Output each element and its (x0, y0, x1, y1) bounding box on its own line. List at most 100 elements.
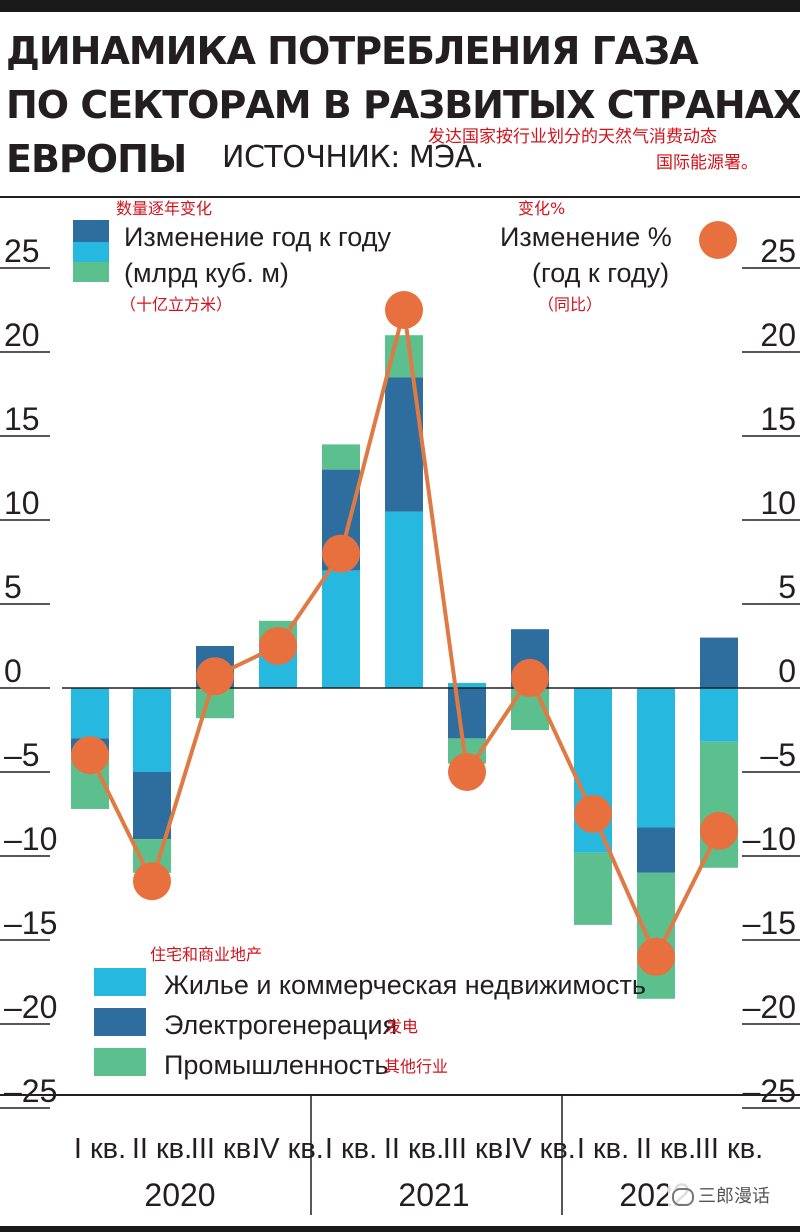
percent-change-point (385, 291, 423, 329)
watermark: 三郎漫话 (668, 1180, 774, 1210)
title-translation-line-1: 发达国家按行业划分的天然气消费动态 (428, 127, 717, 147)
y-tick-label-right: 5 (778, 569, 796, 605)
y-tick-label-left: 15 (4, 401, 40, 437)
legend-change: 数量逐年变化 Изменение год к году (млрд куб. м… (73, 199, 391, 314)
percent-change-point (448, 753, 486, 791)
bar-group (71, 335, 738, 999)
bar-segment-residential (133, 688, 171, 772)
bar-segment-power (700, 637, 738, 688)
legend-residential-swatch (94, 968, 146, 996)
legend-pct: 变化% Изменение % (год к году) （同比） (500, 199, 737, 314)
x-tick-label: III кв. (191, 1133, 259, 1165)
source-note: ИСТОЧНИК: МЭА. (222, 140, 484, 175)
year-label: 2020 (144, 1177, 215, 1213)
y-tick-label-right: 10 (760, 485, 796, 521)
x-tick-label: III кв. (695, 1133, 763, 1165)
chart-title-line-3: ЕВРОПЫ (6, 137, 187, 181)
legend-sectors: 住宅和商业地产 Жилье и коммерческая недвижимост… (94, 945, 646, 1080)
percent-change-point (196, 657, 234, 696)
y-axis-right: 25 20 15 10 5 0 –5 –10 –15 –20 –25 (742, 233, 800, 1109)
legend-swatch-power (73, 220, 109, 242)
x-tick-label: I кв. (325, 1133, 377, 1165)
x-tick-label: I кв. (577, 1133, 629, 1165)
chart-title-line-1: ДИНАМИКА ПОТРЕБЛЕНИЯ ГАЗА (6, 29, 699, 73)
y-tick-label-right: 20 (760, 317, 796, 353)
percent-change-point (637, 937, 675, 976)
percent-change-point (71, 736, 109, 775)
bottom-border (0, 1226, 800, 1232)
legend-industry-cn: 其他行业 (384, 1057, 448, 1076)
legend-change-unit-cn: （十亿立方米） (120, 295, 232, 314)
y-tick-label-right: –15 (743, 905, 796, 941)
bar-segment-power (448, 688, 486, 739)
percent-change-point (574, 795, 612, 833)
y-tick-label-left: –10 (4, 821, 57, 857)
bar-segment-residential (322, 570, 360, 688)
y-tick-label-left: 0 (4, 653, 22, 689)
top-border (0, 0, 800, 12)
legend-industry-swatch (94, 1048, 146, 1076)
y-tick-label-right: 25 (760, 233, 796, 269)
chat-bubble-icon (672, 1188, 694, 1206)
y-tick-label-right: –10 (743, 821, 796, 857)
bar-segment-power (133, 772, 171, 840)
percent-change-point (259, 627, 297, 665)
legend-pct-cn: 变化% (518, 199, 565, 218)
percent-change-line (71, 291, 738, 976)
legend-change-unit: (млрд куб. м) (124, 258, 289, 288)
watermark-text: 三郎漫话 (698, 1186, 770, 1207)
title-translation-line-2: 国际能源署。 (656, 153, 758, 173)
y-tick-label-left: –15 (4, 905, 57, 941)
year-labels: 2020 2021 2022 (144, 1177, 690, 1213)
legend-swatch-residential (73, 242, 109, 262)
legend-pct-label: Изменение % (500, 222, 672, 252)
x-tick-label: II кв. (132, 1133, 192, 1165)
x-tick-label: IV кв. (252, 1133, 324, 1165)
y-tick-label-right: 15 (760, 401, 796, 437)
legend-residential-label: Жилье и коммерческая недвижимость (164, 970, 646, 1000)
x-tick-label: II кв. (636, 1133, 696, 1165)
legend-change-label: Изменение год к году (124, 222, 391, 252)
bar-segment-power (637, 827, 675, 873)
x-tick-label: I кв. (74, 1133, 126, 1165)
x-tick-label: III кв. (443, 1133, 511, 1165)
y-tick-label-right: –5 (760, 737, 796, 773)
legend-power-label: Электрогенерация (164, 1010, 397, 1040)
legend-pct-unit: (год к году) (532, 258, 669, 288)
percent-change-point (700, 811, 738, 850)
chart-title-line-2: ПО СЕКТОРАМ В РАЗВИТЫХ СТРАНАХ (6, 83, 800, 127)
bar-segment-industry (322, 444, 360, 470)
x-tick-label: II кв. (384, 1133, 444, 1165)
y-tick-label-left: 10 (4, 485, 40, 521)
bar-segment-residential (700, 688, 738, 742)
bar-segment-industry (574, 852, 612, 925)
y-axis-left: 25 20 15 10 5 0 –5 –10 –15 –20 –25 (0, 233, 57, 1109)
y-tick-label-right: 0 (778, 653, 796, 689)
y-tick-label-right: –20 (743, 989, 796, 1025)
legend-change-cn: 数量逐年变化 (116, 199, 212, 218)
y-tick-label-left: 25 (4, 233, 40, 269)
bar-segment-residential (448, 682, 486, 688)
y-tick-label-left: –25 (4, 1073, 57, 1109)
y-tick-label-left: –20 (4, 989, 57, 1025)
bar-segment-residential (71, 688, 109, 739)
y-tick-label-right: –25 (743, 1073, 796, 1109)
legend-power-swatch (94, 1008, 146, 1036)
bar-segment-residential (385, 511, 423, 688)
header-separator (0, 196, 800, 198)
legend-pct-unit-cn: （同比） (538, 295, 602, 314)
percent-change-point (133, 862, 171, 901)
legend-residential-cn: 住宅和商业地产 (150, 945, 262, 964)
year-label: 2021 (398, 1177, 469, 1213)
y-tick-label-left: –5 (4, 737, 40, 773)
bar-segment-residential (637, 688, 675, 828)
chart-title: ДИНАМИКА ПОТРЕБЛЕНИЯ ГАЗА ПО СЕКТОРАМ В … (6, 24, 800, 186)
percent-change-point (322, 534, 360, 573)
y-tick-label-left: 5 (4, 569, 22, 605)
legend-power-cn: 发电 (386, 1017, 418, 1036)
legend-pct-marker (699, 221, 737, 259)
legend-swatch-industry (73, 262, 109, 282)
y-tick-label-left: 20 (4, 317, 40, 353)
x-tick-label: IV кв. (504, 1133, 576, 1165)
percent-change-point (511, 658, 549, 697)
